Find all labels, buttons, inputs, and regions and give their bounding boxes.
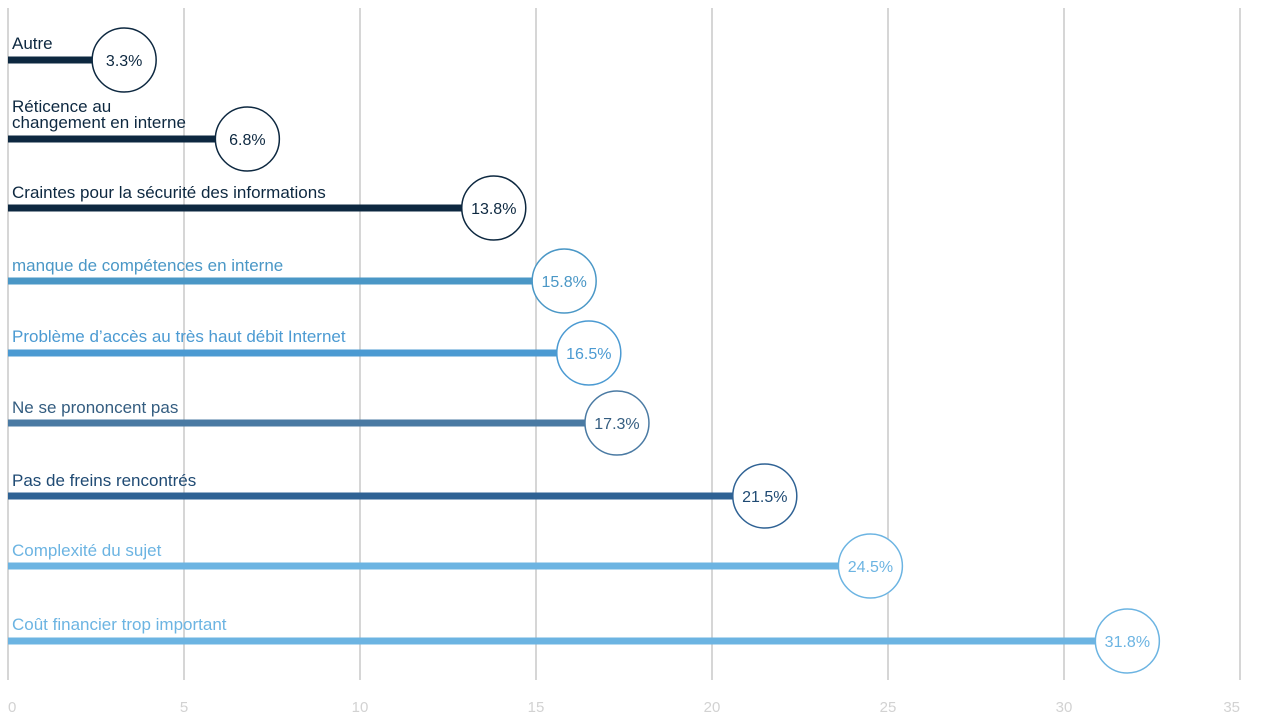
x-tick-label: 10 [352,699,369,716]
value-bubble [91,27,157,93]
bar-label: Pas de freins rencontrés [12,471,196,490]
value-bubble [556,320,622,386]
data-label: 15.8% [541,274,586,291]
data-label: 24.5% [848,559,893,576]
bar-label: Ne se prononcent pas [12,398,178,417]
bar-label: Réticence au changement en interne [12,97,186,132]
value-bubble [1094,608,1161,674]
data-label: 13.8% [471,201,516,218]
x-axis-ticks: 0 5 10 15 20 25 30 35 [8,699,1240,716]
bar [8,135,248,143]
bar-group: Ne se prononcent pas 17.3% [8,390,650,456]
bar-group: manque de compétences en interne 15.8% [8,248,597,314]
value-bubble [531,248,597,314]
bar-label: manque de compétences en interne [12,256,283,275]
bar-label: Autre [12,34,53,53]
value-bubble [732,463,798,529]
data-label: 31.8% [1105,634,1150,651]
bar [8,277,565,285]
bar-group: Complexité du sujet 24.5% [8,533,904,599]
data-label: 6.8% [229,132,265,149]
x-tick-label: 15 [528,699,545,716]
bar [8,349,589,357]
value-bubble [214,106,281,172]
bars: Autre 3.3% Réticence au changement en inter… [8,27,1161,674]
bar-group: Craintes pour la sécurité des informatio… [8,175,527,241]
bar [8,204,494,212]
bar-group: Réticence au changement en interne 6.8% [8,97,281,172]
data-label: 16.5% [566,346,611,363]
bar [8,419,617,427]
x-tick-label: 5 [180,699,188,716]
bar [8,562,871,570]
bar-group: Pas de freins rencontrés 21.5% [8,463,798,529]
x-tick-label: 25 [880,699,897,716]
x-tick-label: 35 [1223,699,1240,716]
data-label: 21.5% [742,489,787,506]
value-bubble [584,390,650,456]
x-tick-label: 20 [704,699,721,716]
bar-label: Problème d’accès au très haut débit Inte… [12,327,346,346]
x-tick-label: 30 [1056,699,1073,716]
bar [8,492,765,500]
bar-label: Complexité du sujet [12,541,162,560]
bar-label: Coût financier trop important [12,615,227,634]
value-bubble [837,533,904,599]
bar-group: Problème d’accès au très haut débit Inte… [8,320,622,386]
bar [8,56,125,64]
value-bubble [461,175,527,241]
bar [8,637,1128,645]
bar-group: Coût financier trop important 31.8% [8,608,1161,674]
grid-lines [7,8,1241,680]
data-label: 3.3% [106,53,142,70]
x-tick-label: 0 [8,699,16,716]
bar-label: Craintes pour la sécurité des informatio… [12,183,326,202]
bar-group: Autre 3.3% [8,27,157,93]
data-label: 17.3% [594,416,639,433]
